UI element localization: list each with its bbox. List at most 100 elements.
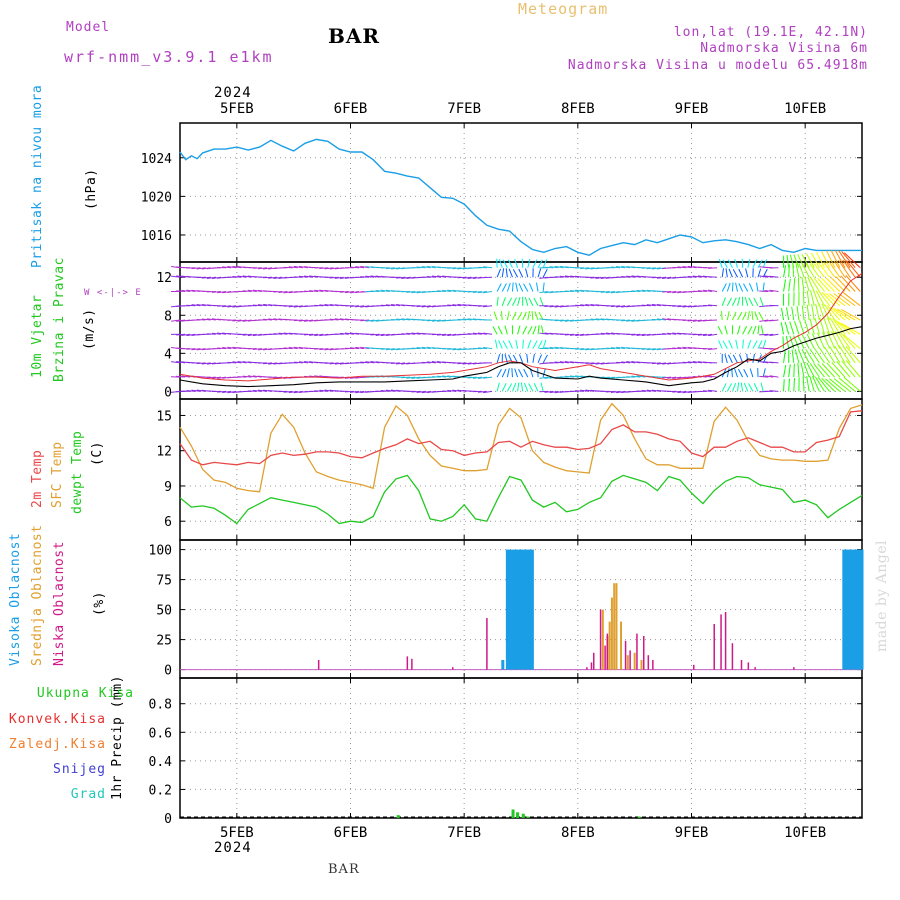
precip-bar (396, 815, 400, 818)
wind-arrow (826, 317, 836, 335)
wind-arrow (585, 389, 595, 392)
wind-arrow (708, 375, 718, 378)
wind-arrow (528, 297, 534, 306)
wind-arrow (411, 290, 421, 294)
wind-arrow (677, 346, 687, 350)
wind-arrow (821, 377, 836, 392)
wind-arrow (600, 318, 610, 321)
wind-arrow (794, 349, 800, 363)
wind-arrow (590, 267, 600, 270)
wind-arrow (537, 325, 540, 335)
cloud-high-bar (526, 549, 530, 670)
wind-arrow (532, 259, 538, 268)
wind-arrow (702, 390, 712, 392)
wind-arrow (283, 332, 293, 335)
wind-arrow (806, 290, 810, 306)
wind-arrow (687, 305, 697, 308)
legend-total-rain: Ukupna Kisa (36, 686, 134, 701)
wind-arrow (501, 283, 507, 292)
wind-arrow (196, 362, 206, 365)
wind-arrow (732, 269, 738, 278)
wind-arrow (783, 279, 786, 292)
wind-arrow (830, 250, 841, 268)
wind-arrow (263, 267, 273, 270)
wind-arrow (743, 382, 749, 392)
cloud-low-bar (411, 658, 413, 670)
wind-arrow (585, 267, 595, 270)
wind-arrow (717, 326, 723, 335)
wind-arrow (626, 275, 636, 278)
wind-arrow (783, 265, 787, 278)
wind-arrow (390, 348, 401, 351)
cloud-mid-bar (640, 660, 643, 670)
wind-arrow (252, 289, 262, 292)
wind-arrow (467, 318, 477, 321)
wind-arrow (496, 283, 502, 292)
wind-arrow (801, 276, 805, 292)
wind-arrow (789, 254, 795, 268)
wind-arrow (801, 305, 805, 321)
wind-arrow (309, 333, 319, 336)
wind-arrow (731, 311, 737, 321)
wind-arrow (522, 326, 528, 335)
wind-arrow (631, 375, 641, 378)
wind-arrow (610, 332, 620, 335)
wind-arrow (416, 290, 426, 294)
wind-arrow (722, 340, 728, 349)
wind-arrow (498, 340, 503, 349)
wind-arrow (344, 290, 354, 294)
wind-arrow (610, 290, 620, 294)
wind-arrow (813, 363, 825, 378)
wind-arrow (457, 267, 467, 270)
cloud-mid-bar (610, 597, 613, 670)
precip-bar (521, 813, 525, 818)
wind-arrow (319, 348, 329, 351)
cloud-high-bar (514, 549, 518, 670)
wind-arrow (206, 276, 216, 280)
wind-arrow (793, 363, 795, 378)
wind-arrow (196, 267, 206, 270)
wind-arrow (496, 296, 499, 306)
wind-arrow (206, 333, 216, 335)
wind-arrow (646, 389, 656, 392)
wind-arrow (268, 276, 278, 279)
wind-arrow (662, 318, 672, 321)
wind-arrow (201, 318, 211, 321)
wind-arrow (662, 376, 672, 379)
wind-arrow (793, 377, 796, 392)
wind-arrow (569, 375, 580, 378)
wind-arrow (350, 347, 360, 350)
wind-arrow (837, 292, 856, 307)
wind-arrow (554, 265, 564, 269)
cloud-low-bar (754, 667, 756, 670)
wind-arrow (610, 390, 620, 393)
wind-arrow (575, 390, 585, 392)
wind-arrow (527, 311, 531, 321)
wind-arrow (580, 267, 590, 270)
wind-arrow (641, 333, 651, 337)
wind-arrow (211, 276, 221, 280)
wind-arrow (743, 283, 749, 292)
wind-arrow (793, 320, 800, 335)
year-top: 2024 (214, 85, 252, 101)
wind-arrow (837, 321, 856, 335)
wind-arrow (477, 390, 487, 393)
wind-arrow (825, 277, 841, 292)
wind-arrow (524, 296, 529, 306)
y-tick-label: 1016 (141, 229, 172, 244)
wind-arrow (252, 348, 262, 350)
wind-arrow (525, 268, 529, 278)
wind-arrow (283, 390, 293, 393)
wind-arrow (252, 304, 262, 307)
wind-arrow (735, 339, 739, 349)
wind-arrow (314, 289, 324, 292)
wind-arrow (838, 377, 856, 392)
wind-arrow (728, 268, 733, 278)
wind-arrow (176, 333, 186, 336)
wind-arrow (791, 349, 795, 363)
wind-arrow (211, 290, 221, 293)
wind-arrow (806, 304, 810, 321)
wind-arrow (636, 333, 646, 337)
wind-arrow (813, 263, 825, 278)
wind-arrow (518, 283, 524, 292)
